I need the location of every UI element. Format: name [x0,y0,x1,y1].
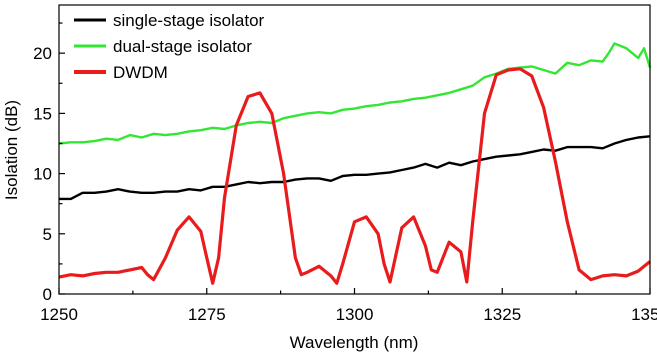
series-line-3 [58,67,652,285]
x-axis-label: Wavelength (nm) [290,333,419,352]
x-tick-label: 1250 [40,305,78,324]
x-tick-label: 1275 [188,305,226,324]
legend-label: DWDM [113,63,168,82]
series-layer [58,42,652,285]
series-line-2 [58,42,652,145]
legend-label: dual-stage isolator [113,37,252,56]
legend: single-stage isolator dual-stage isolator… [74,11,265,82]
y-tick-label: 5 [43,225,52,244]
y-tick-label: 20 [33,44,52,63]
y-axis-label: Isolation (dB) [2,100,21,200]
y-tick-label: 10 [33,165,52,184]
y-axis: 0 5 10 15 20 [33,22,65,304]
x-tick-label: 1325 [483,305,521,324]
y-tick-label: 15 [33,104,52,123]
x-tick-label: 1300 [336,305,374,324]
legend-label: single-stage isolator [113,11,265,30]
y-tick-label: 0 [43,285,52,304]
